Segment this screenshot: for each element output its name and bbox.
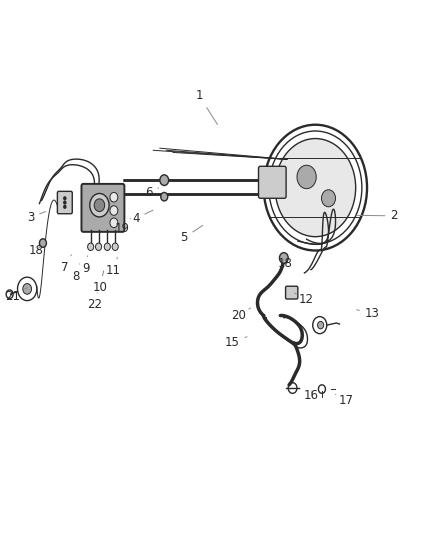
- Text: 6: 6: [145, 187, 159, 199]
- Circle shape: [321, 190, 336, 207]
- Text: 22: 22: [87, 293, 102, 311]
- Text: 13: 13: [357, 307, 380, 320]
- Text: 17: 17: [336, 394, 353, 407]
- Text: 1: 1: [195, 90, 218, 125]
- Text: 21: 21: [5, 288, 27, 303]
- Circle shape: [112, 243, 118, 251]
- FancyBboxPatch shape: [286, 286, 298, 299]
- Text: 9: 9: [82, 256, 90, 275]
- Text: 10: 10: [92, 271, 107, 294]
- Text: 8: 8: [72, 264, 79, 282]
- Text: 3: 3: [27, 211, 46, 224]
- Circle shape: [160, 175, 169, 185]
- Circle shape: [104, 243, 110, 251]
- Text: 18: 18: [28, 244, 43, 257]
- Circle shape: [63, 205, 67, 209]
- Circle shape: [275, 139, 356, 237]
- Text: 4: 4: [132, 210, 153, 225]
- Circle shape: [110, 192, 118, 202]
- FancyBboxPatch shape: [81, 184, 124, 232]
- Circle shape: [318, 321, 324, 329]
- Circle shape: [94, 199, 105, 212]
- Circle shape: [39, 239, 46, 247]
- Circle shape: [95, 243, 102, 251]
- Text: 12: 12: [295, 293, 314, 306]
- Text: 5: 5: [180, 225, 203, 244]
- Text: 18: 18: [277, 257, 292, 270]
- Circle shape: [297, 165, 316, 189]
- Text: 16: 16: [304, 389, 318, 402]
- FancyBboxPatch shape: [258, 166, 286, 198]
- Circle shape: [110, 218, 118, 228]
- Text: 15: 15: [225, 336, 247, 349]
- Text: 2: 2: [357, 209, 398, 222]
- Circle shape: [161, 192, 168, 201]
- Circle shape: [110, 206, 118, 215]
- Circle shape: [63, 196, 67, 200]
- Text: 20: 20: [231, 308, 251, 322]
- Circle shape: [90, 193, 109, 217]
- Text: 19: 19: [114, 219, 131, 235]
- Circle shape: [23, 284, 32, 294]
- FancyBboxPatch shape: [57, 191, 72, 214]
- Circle shape: [88, 243, 94, 251]
- Text: 11: 11: [106, 257, 120, 277]
- Circle shape: [279, 253, 288, 263]
- Text: 7: 7: [61, 255, 71, 274]
- Circle shape: [63, 200, 67, 205]
